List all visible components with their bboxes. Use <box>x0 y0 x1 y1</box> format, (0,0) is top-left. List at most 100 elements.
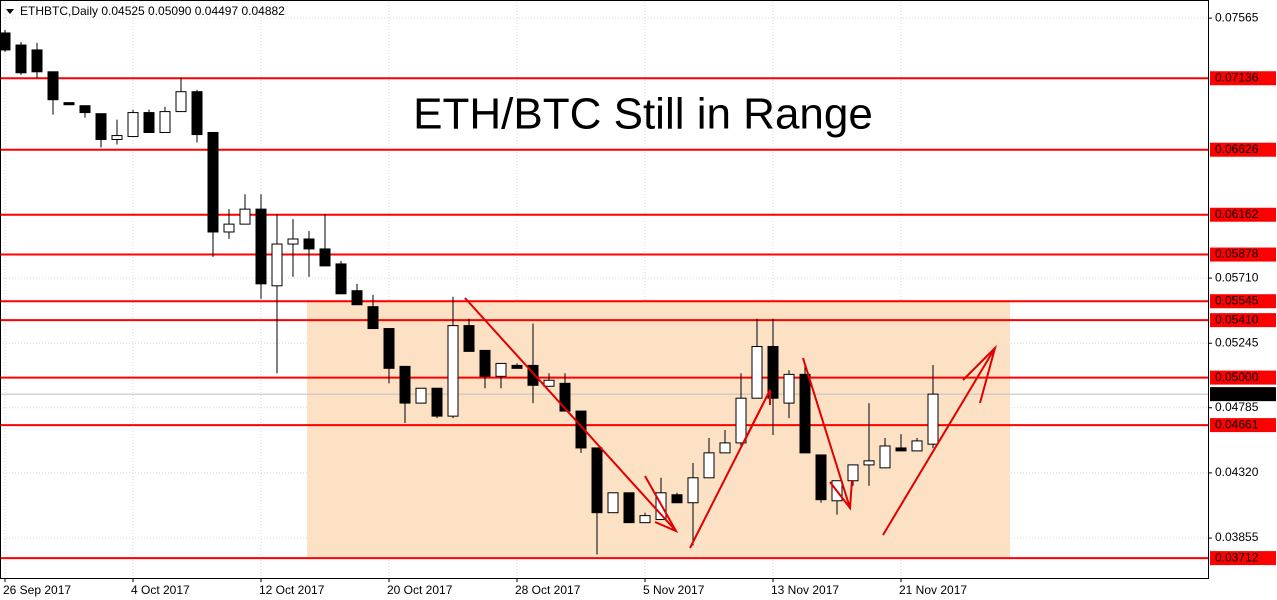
level-label-bg <box>1210 418 1276 433</box>
candle-body-down <box>95 113 107 140</box>
candle-body-up <box>687 477 699 504</box>
candle-body-up <box>495 362 507 377</box>
candle-body-down <box>575 410 587 449</box>
candle-body-up <box>159 111 171 133</box>
levels <box>0 77 1208 560</box>
candle-body-down <box>511 364 523 369</box>
arrow <box>689 389 771 549</box>
candle-body-up <box>719 442 731 454</box>
candle-body-down <box>303 238 315 250</box>
candle-body-down <box>255 208 267 285</box>
candle-body-down <box>559 382 571 412</box>
plot-frame <box>0 0 1209 579</box>
y-tick-label: 0.05245 <box>1215 335 1259 349</box>
y-tick-label: 0.04785 <box>1215 400 1259 414</box>
candles <box>0 30 939 555</box>
candle-body-down <box>399 365 411 404</box>
level-label: 0.05545 <box>1215 293 1259 307</box>
candle-body-down <box>15 44 27 74</box>
candle-body-down <box>479 349 491 377</box>
last-price-label: 0.04882 <box>1215 386 1259 400</box>
candle-body-up <box>879 445 891 469</box>
level-label-bg <box>1210 551 1276 566</box>
chart-title: ETH/BTC Still in Range <box>413 90 873 139</box>
level-label: 0.06626 <box>1215 142 1259 156</box>
level-label: 0.05410 <box>1215 312 1259 326</box>
y-tick-label: 0.03855 <box>1215 530 1259 544</box>
arrow <box>882 344 997 536</box>
candle-body-up <box>927 393 939 445</box>
chart-header: ETHBTC,Daily 0.04525 0.05090 0.04497 0.0… <box>20 4 285 18</box>
candle-body-up <box>127 112 139 138</box>
candle-body-down <box>31 49 43 73</box>
x-tick-label: 12 Oct 2017 <box>259 583 325 597</box>
candle-body-up <box>239 208 251 225</box>
level-label-bg <box>1210 207 1276 222</box>
level-label-bg <box>1210 370 1276 385</box>
candle-body-down <box>527 364 539 386</box>
axes: 0.07565 0.05710 0.05245 0.04785 0.04320 0.038… <box>3 10 1276 597</box>
last-price-bg <box>1210 387 1276 402</box>
x-tick-label: 21 Nov 2017 <box>899 583 967 597</box>
candle-body-up <box>111 135 123 140</box>
level-label-bg <box>1210 294 1276 309</box>
candle-body-up <box>751 345 763 399</box>
candle-body-up <box>863 460 875 466</box>
level-label: 0.05878 <box>1215 247 1259 261</box>
candle-body-up <box>783 373 795 404</box>
candle-body-down <box>623 492 635 524</box>
candle-body-down <box>367 306 379 330</box>
candle-body-down <box>671 494 683 504</box>
arrow <box>464 297 679 534</box>
candle-body-up <box>447 325 459 417</box>
arrow <box>802 357 853 511</box>
candle-body-down <box>63 102 75 106</box>
level-label-bg <box>1210 247 1276 262</box>
level-label-bg <box>1210 71 1276 86</box>
x-tick-label: 5 Nov 2017 <box>643 583 705 597</box>
level-label-bg <box>1210 313 1276 328</box>
candle-body-up <box>223 223 235 233</box>
level-label: 0.04661 <box>1215 417 1259 431</box>
candle-body-down <box>319 248 331 267</box>
candle-body-up <box>543 379 555 387</box>
x-tick-label: 13 Nov 2017 <box>771 583 839 597</box>
x-tick-label: 20 Oct 2017 <box>387 583 453 597</box>
candle-body-up <box>415 387 427 404</box>
candle-body-down <box>767 345 779 399</box>
candle-body-down <box>335 263 347 295</box>
level-label: 0.06162 <box>1215 207 1259 221</box>
candle-body-down <box>0 32 11 51</box>
level-label: 0.07136 <box>1215 70 1259 84</box>
candle-body-up <box>911 440 923 452</box>
candle-body-up <box>271 243 283 287</box>
level-label: 0.03712 <box>1215 550 1259 564</box>
y-tick-label: 0.04320 <box>1215 465 1259 479</box>
candle-body-down <box>79 105 91 114</box>
x-tick-label: 26 Sep 2017 <box>3 583 71 597</box>
x-tick-label: 4 Oct 2017 <box>131 583 190 597</box>
candle-body-up <box>735 397 747 444</box>
level-label: 0.05000 <box>1215 370 1259 384</box>
candle-body-up <box>287 238 299 245</box>
level-label-bg <box>1210 142 1276 157</box>
candle-body-down <box>351 290 363 306</box>
candle-body-down <box>47 71 59 101</box>
candle-body-up <box>607 492 619 514</box>
candle-body-up <box>847 464 859 482</box>
candle-body-up <box>175 91 187 113</box>
annotation-arrows <box>464 297 997 549</box>
candle-body-down <box>431 387 443 417</box>
candle-body-down <box>191 91 203 136</box>
x-tick-label: 28 Oct 2017 <box>515 583 581 597</box>
y-tick-label: 0.05710 <box>1215 270 1259 284</box>
menu-icon[interactable] <box>6 9 14 14</box>
candle-body-down <box>591 447 603 514</box>
candle-body-down <box>143 112 155 133</box>
candle-body-down <box>895 447 907 452</box>
candle-body-down <box>207 131 219 233</box>
candle-body-down <box>799 373 811 454</box>
candle-body-down <box>815 454 827 501</box>
candle-body-down <box>383 328 395 369</box>
